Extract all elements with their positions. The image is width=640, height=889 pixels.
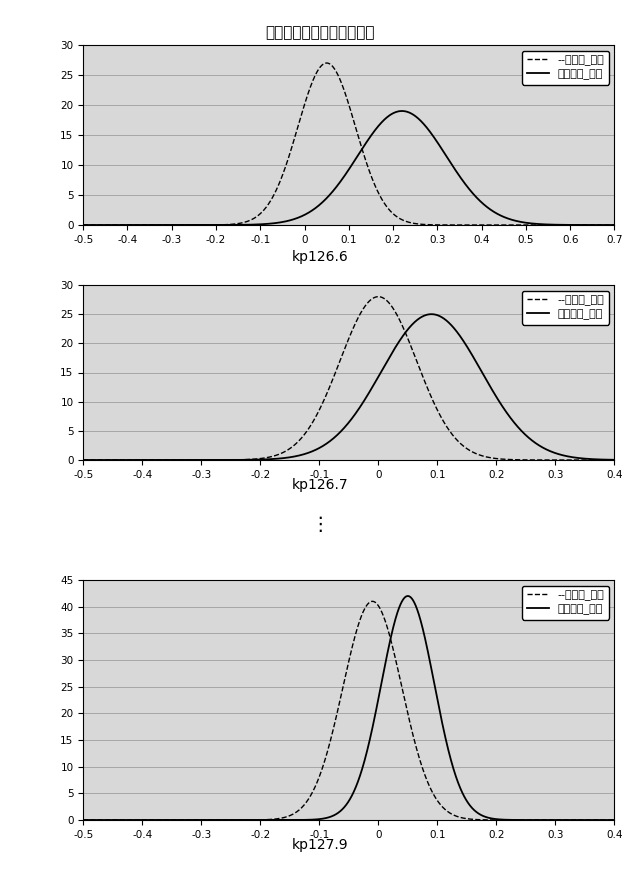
--桜三里_通過 xyxy=(637,220,640,230)
--桜三里_通過 xyxy=(524,220,531,230)
Line: －桜三里_停車: －桜三里_停車 xyxy=(39,111,640,225)
--桜三里_通過 xyxy=(20,454,28,465)
Line: －桜三里_停車: －桜三里_停車 xyxy=(24,314,640,460)
--桜三里_通過 xyxy=(532,454,540,465)
－桜三里_停車 xyxy=(319,441,326,452)
Legend: --桜三里_通過, －桜三里_停車: --桜三里_通過, －桜三里_停車 xyxy=(522,51,609,84)
－桜三里_停車 xyxy=(67,220,74,230)
--桜三里_通過 xyxy=(336,695,344,706)
--桜三里_通過 xyxy=(369,596,376,606)
－桜三里_停車 xyxy=(398,106,406,116)
－桜三里_停車 xyxy=(637,220,640,230)
－桜三里_停車 xyxy=(336,806,344,817)
Legend: --桜三里_通過, －桜三里_停車: --桜三里_通過, －桜三里_停車 xyxy=(522,586,609,620)
--桜三里_通過 xyxy=(337,76,344,86)
Line: --桜三里_通過: --桜三里_通過 xyxy=(24,297,640,460)
－桜三里_停車 xyxy=(20,814,28,825)
--桜三里_通過 xyxy=(35,220,43,230)
－桜三里_停車 xyxy=(20,454,28,465)
--桜三里_通過 xyxy=(319,762,326,773)
－桜三里_停車 xyxy=(532,814,540,825)
Text: 加速度分布の一例を示す図: 加速度分布の一例を示す図 xyxy=(265,25,375,40)
－桜三里_停車 xyxy=(319,813,326,824)
－桜三里_停車 xyxy=(524,218,531,228)
Legend: --桜三里_通過, －桜三里_停車: --桜三里_通過, －桜三里_停車 xyxy=(522,291,609,324)
Text: kp126.6: kp126.6 xyxy=(292,250,348,264)
--桜三里_通過 xyxy=(637,220,640,230)
－桜三里_停車 xyxy=(35,220,43,230)
--桜三里_通過 xyxy=(319,397,326,408)
－桜三里_停車 xyxy=(54,454,61,465)
－桜三里_停車 xyxy=(404,590,412,601)
--桜三里_通過 xyxy=(532,814,540,825)
--桜三里_通過 xyxy=(54,814,61,825)
－桜三里_停車 xyxy=(337,176,344,187)
Text: kp127.9: kp127.9 xyxy=(292,838,348,852)
--桜三里_通過 xyxy=(323,58,330,68)
--桜三里_通過 xyxy=(54,454,61,465)
Line: －桜三里_停車: －桜三里_停車 xyxy=(24,596,640,820)
--桜三里_通過 xyxy=(320,59,328,69)
--桜三里_通過 xyxy=(336,356,344,366)
Line: --桜三里_通過: --桜三里_通過 xyxy=(24,601,640,820)
－桜三里_停車 xyxy=(637,220,640,230)
－桜三里_停車 xyxy=(428,308,435,319)
Text: kp126.7: kp126.7 xyxy=(292,478,348,492)
－桜三里_停車 xyxy=(336,427,344,437)
－桜三里_停車 xyxy=(320,196,328,206)
－桜三里_停車 xyxy=(54,814,61,825)
--桜三里_通過 xyxy=(67,220,74,230)
－桜三里_停車 xyxy=(532,438,540,449)
Text: ⋮: ⋮ xyxy=(310,516,330,534)
--桜三里_通過 xyxy=(20,814,28,825)
Line: --桜三里_通過: --桜三里_通過 xyxy=(39,63,640,225)
--桜三里_通過 xyxy=(374,292,382,302)
